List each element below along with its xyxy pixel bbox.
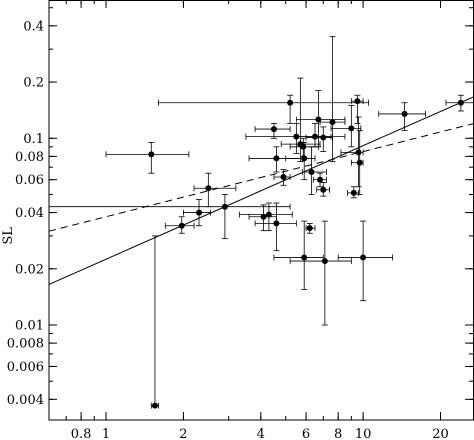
- error-bar: [378, 102, 426, 131]
- x-tick-label: 20: [432, 427, 449, 440]
- data-point: [260, 213, 267, 220]
- error-bar: [289, 220, 352, 326]
- error-bar: [319, 36, 346, 162]
- y-tick-label: 0.04: [15, 206, 44, 221]
- y-tick-label: 0.008: [7, 337, 44, 352]
- data-point: [148, 151, 155, 158]
- data-point: [354, 98, 361, 105]
- data-point: [151, 402, 158, 409]
- x-tick-label: 8: [334, 427, 342, 440]
- error-bars: [48, 36, 474, 409]
- data-point: [270, 126, 277, 133]
- data-point: [280, 174, 287, 181]
- data-point: [360, 254, 367, 261]
- data-point: [301, 254, 308, 261]
- y-tick-label: 0.1: [23, 132, 44, 147]
- error-bar: [48, 194, 291, 240]
- y-axis-title: SL: [1, 227, 16, 245]
- data-point: [306, 225, 313, 232]
- data-point: [329, 119, 336, 126]
- data-point: [320, 186, 327, 193]
- data-point: [317, 176, 324, 183]
- y-tick-label: 0.06: [15, 173, 44, 188]
- data-point: [273, 220, 280, 227]
- x-axis: 0.8 1 2 4 6 8 10 20: [48, 0, 449, 440]
- y-axis: 0.004 0.006 0.008 0.01 0.02 0.04 0.06 0.08 0.1 0.…: [7, 7, 473, 408]
- error-bar: [150, 235, 159, 409]
- error-bar: [105, 142, 190, 174]
- data-point: [287, 99, 294, 106]
- x-tick-label: 6: [302, 427, 310, 440]
- error-bar: [254, 202, 297, 252]
- x-tick-label: 4: [257, 427, 265, 440]
- data-point: [355, 149, 362, 156]
- data-point: [308, 168, 315, 175]
- x-tick-label: 1: [102, 427, 110, 440]
- y-tick-label: 0.004: [7, 393, 44, 408]
- error-bar: [273, 169, 291, 186]
- fit-lines: [48, 96, 474, 285]
- data-point: [293, 133, 300, 140]
- data-point: [301, 155, 308, 162]
- data-point: [178, 222, 185, 229]
- data-point: [221, 203, 228, 210]
- y-tick-label: 0.4: [23, 19, 44, 34]
- data-point: [457, 99, 464, 106]
- plot-frame: [48, 0, 474, 421]
- data-point: [265, 211, 272, 218]
- data-point: [300, 143, 307, 150]
- dashed-fit-line: [48, 122, 474, 232]
- plot-border: [48, 0, 474, 421]
- data-points: [148, 98, 464, 409]
- x-tick-label: 0.8: [71, 427, 92, 440]
- y-tick-label: 0.2: [23, 76, 44, 91]
- y-tick-label: 0.02: [15, 262, 44, 277]
- y-tick-label: 0.08: [15, 150, 44, 165]
- y-tick-label: 0.01: [15, 319, 44, 334]
- x-tick-label: 2: [179, 427, 187, 440]
- data-point: [320, 134, 327, 141]
- data-point: [321, 258, 328, 265]
- error-bar: [330, 104, 362, 148]
- x-tick-label: 10: [355, 427, 372, 440]
- data-point: [401, 110, 408, 117]
- data-point: [205, 185, 212, 192]
- data-point: [348, 125, 355, 132]
- error-bar: [305, 126, 333, 152]
- data-point: [273, 155, 280, 162]
- data-point: [196, 209, 203, 216]
- y-tick-label: 0.006: [7, 360, 44, 375]
- data-point: [350, 189, 357, 196]
- solid-fit-line: [48, 96, 474, 285]
- error-bar: [193, 172, 237, 208]
- data-point: [315, 116, 322, 123]
- data-point: [356, 159, 363, 166]
- error-bar: [273, 220, 324, 290]
- data-point: [312, 133, 319, 140]
